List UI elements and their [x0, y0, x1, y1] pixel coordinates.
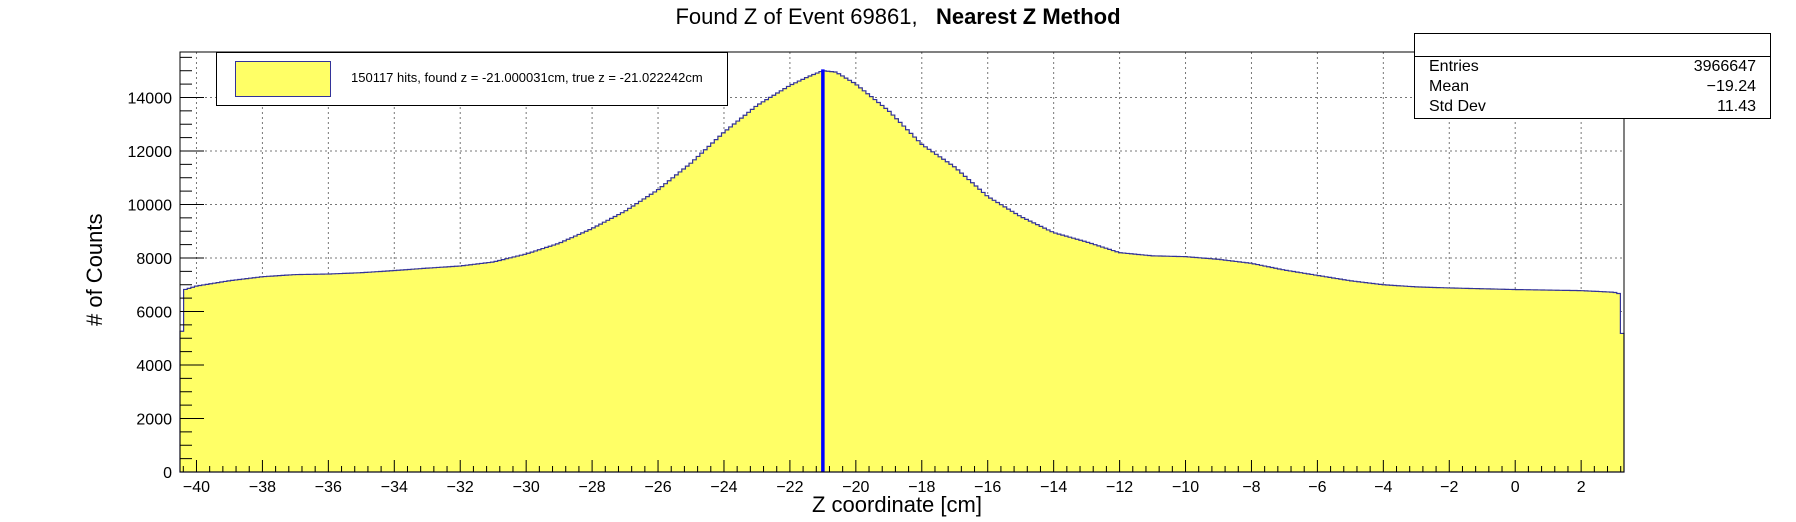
mean-label: Mean [1429, 78, 1470, 95]
x-tick-label: −32 [447, 479, 474, 496]
stats-header [1415, 34, 1770, 57]
y-axis-title: # of Counts [82, 213, 107, 326]
y-tick-label: 14000 [128, 90, 173, 107]
x-tick-label: −28 [579, 479, 606, 496]
plot-border [179, 51, 1625, 473]
mean-value: −19.24 [1706, 78, 1756, 95]
x-tick-label: 0 [1511, 479, 1520, 496]
y-tick-label: 6000 [136, 304, 172, 321]
legend-box: 150117 hits, found z = -21.000031cm, tru… [216, 52, 728, 106]
x-tick-label: −26 [644, 479, 671, 496]
chart-title-main: Found Z of Event 69861, [675, 4, 918, 29]
x-tick-label: −16 [974, 479, 1001, 496]
x-tick-label: −38 [249, 479, 276, 496]
legend-swatch [235, 61, 331, 97]
entries-label: Entries [1429, 58, 1479, 75]
x-tick-label: −34 [381, 479, 408, 496]
y-axis: 0 2000 4000 6000 8000 10000 12000 14000 [128, 56, 204, 482]
std-label: Std Dev [1429, 98, 1486, 115]
y-tick-label: 2000 [136, 411, 172, 428]
x-tick-label: −4 [1374, 479, 1392, 496]
plot-frame [179, 51, 1625, 473]
x-tick-label: −20 [842, 479, 869, 496]
x-tick-label: −30 [513, 479, 540, 496]
x-tick-label: −6 [1308, 479, 1326, 496]
y-tick-label: 10000 [128, 197, 173, 214]
x-tick-label: −36 [315, 479, 342, 496]
histogram-area [179, 70, 1625, 473]
x-tick-label: −22 [776, 479, 803, 496]
x-tick-label: 2 [1577, 479, 1586, 496]
legend-entry: 150117 hits, found z = -21.000031cm, tru… [351, 70, 703, 85]
y-tick-label: 4000 [136, 358, 172, 375]
x-tick-label: −12 [1106, 479, 1133, 496]
x-tick-label: −8 [1242, 479, 1260, 496]
x-tick-label: −14 [1040, 479, 1067, 496]
histogram-marks [179, 69, 1625, 473]
y-tick-label: 0 [163, 465, 172, 482]
x-axis: −40 −38 −36 −34 −32 −30 −28 −26 −24 −22 −20 −18 −16−… [182, 460, 1622, 496]
y-tick-label: 8000 [136, 251, 172, 268]
x-tick-label: −40 [183, 479, 210, 496]
std-value: 11.43 [1717, 98, 1756, 115]
x-tick-label: −2 [1440, 479, 1458, 496]
stats-box: Entries 3966647 Mean −19.24 Std Dev 11.4… [1414, 33, 1771, 119]
x-axis-title: Z coordinate [cm] [812, 492, 982, 517]
chart-title-method: Nearest Z Method [935, 4, 1121, 29]
entries-value: 3966647 [1693, 58, 1756, 75]
x-tick-label: −24 [710, 479, 737, 496]
stats-row-entries: Entries 3966647 [1415, 57, 1770, 77]
x-tick-label: −18 [908, 479, 935, 496]
chart-title: Found Z of Event 69861, Nearest Z Method [0, 4, 1796, 30]
y-tick-label: 12000 [128, 144, 173, 161]
stats-row-std: Std Dev 11.43 [1415, 97, 1770, 117]
stats-row-mean: Mean −19.24 [1415, 77, 1770, 97]
x-tick-label: −10 [1172, 479, 1199, 496]
